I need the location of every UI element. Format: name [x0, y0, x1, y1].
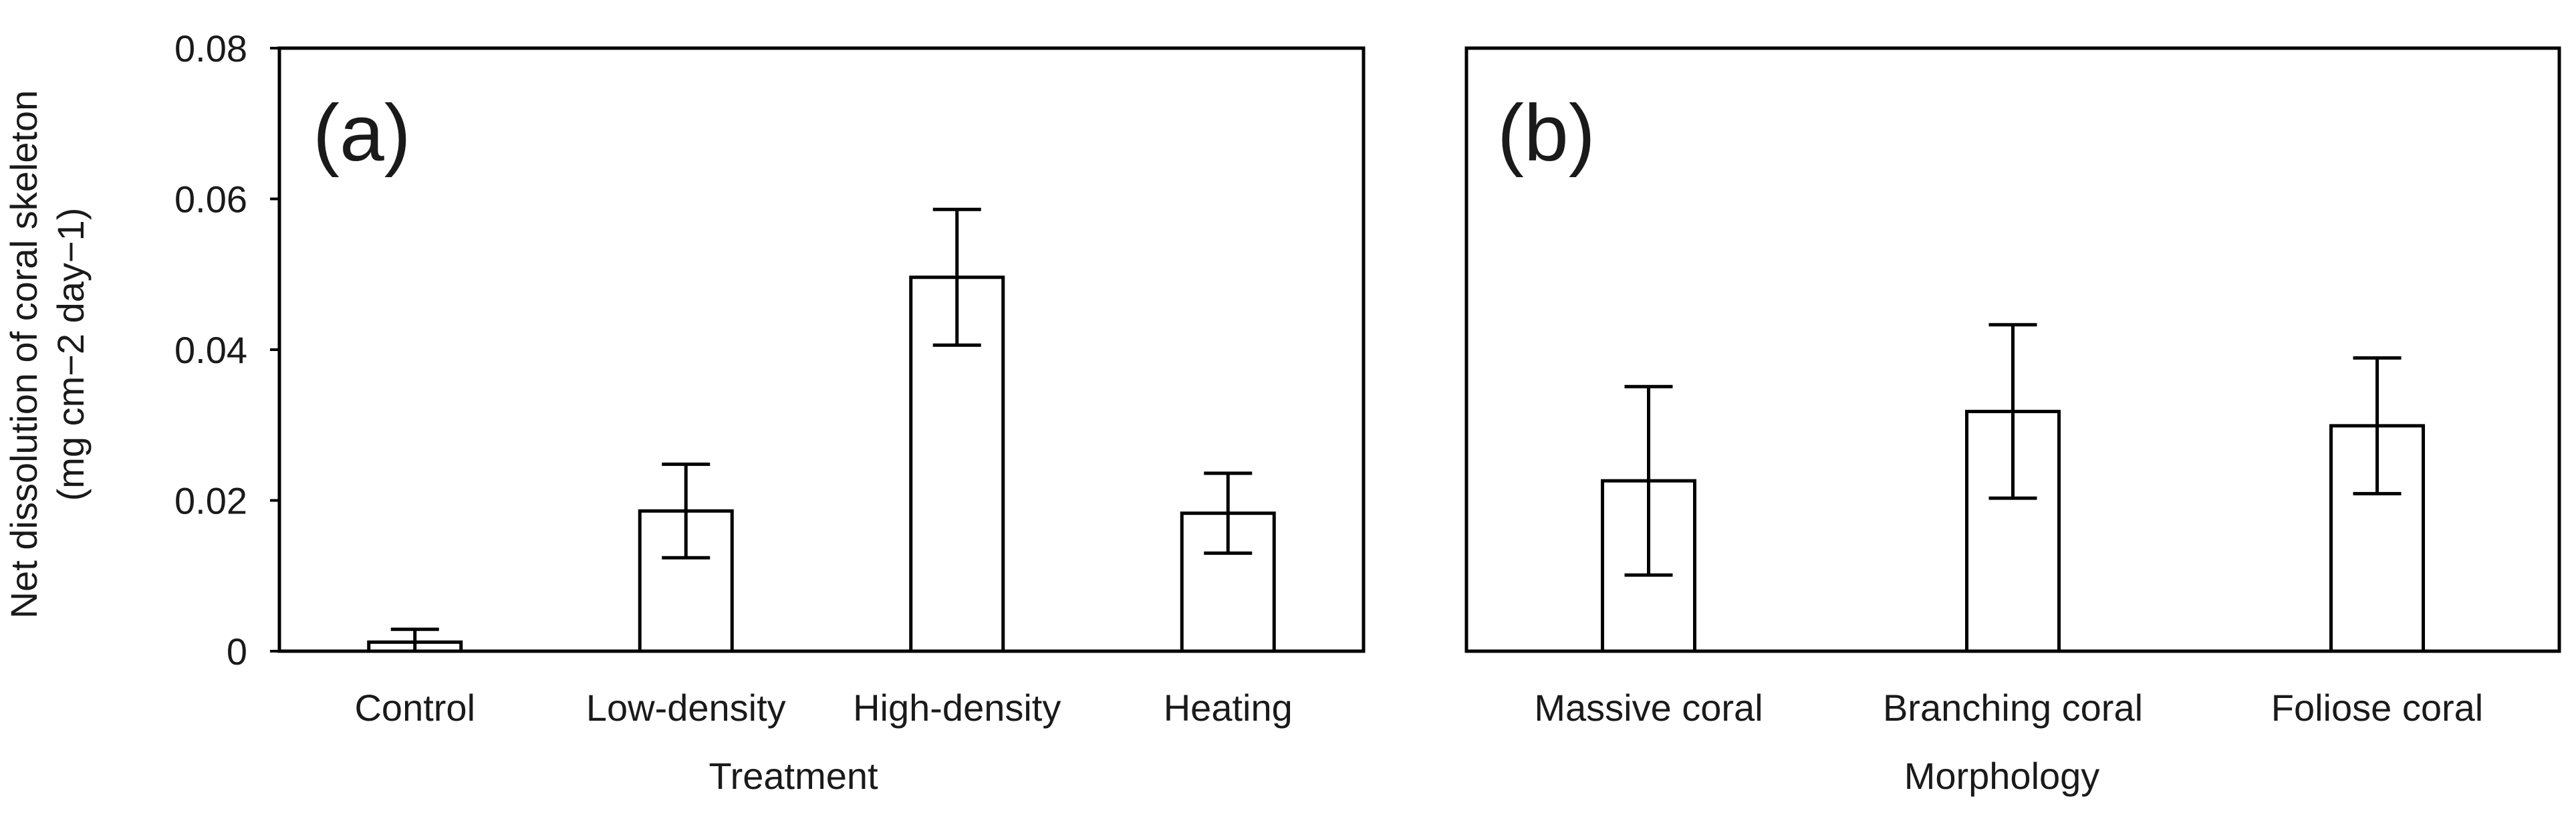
panel-b-category-label: Branching coral [1883, 687, 2143, 729]
panel-a-error-bar [662, 462, 711, 560]
y-tick-label: 0.04 [174, 329, 247, 371]
y-axis-title: Net dissolution of coral skeleton [3, 90, 45, 619]
y-tick-label: 0.06 [174, 179, 247, 221]
panel-a-x-axis-title: Treatment [709, 755, 878, 797]
panel-b-category-label: Foliose coral [2271, 687, 2483, 729]
panel-a-error-bar [932, 207, 981, 347]
panel-b-error-bar [1624, 384, 1673, 577]
panel-a-category-label: Control [354, 687, 475, 729]
y-tick-label: 0 [227, 630, 247, 673]
panel-b-label: (b) [1497, 88, 1595, 178]
panel-b: (b) Massive coral Branching coral Foliose … [1464, 46, 2561, 797]
panel-b-category-label: Massive coral [1534, 687, 1763, 729]
y-tick-label: 0.02 [174, 480, 247, 522]
y-tick-label: 0.08 [174, 27, 247, 70]
panel-a-label: (a) [313, 88, 411, 178]
panel-a-category-label: Low-density [586, 687, 786, 729]
panel-a-error-bar [390, 627, 439, 653]
panel-a-error-bar [1204, 471, 1253, 555]
panel-b-x-axis-title: Morphology [1904, 755, 2100, 797]
panel-a: (a) 0 0.02 0.04 0.06 0.08 Control Low-density… [174, 27, 1366, 797]
y-axis-unit: (mg cm−2 day−1) [49, 208, 92, 501]
panel-a-category-label: High-density [853, 687, 1061, 729]
panel-b-error-bar [2353, 356, 2402, 495]
panel-a-category-label: Heating [1164, 687, 1293, 729]
panel-b-error-bar [1988, 323, 2037, 500]
